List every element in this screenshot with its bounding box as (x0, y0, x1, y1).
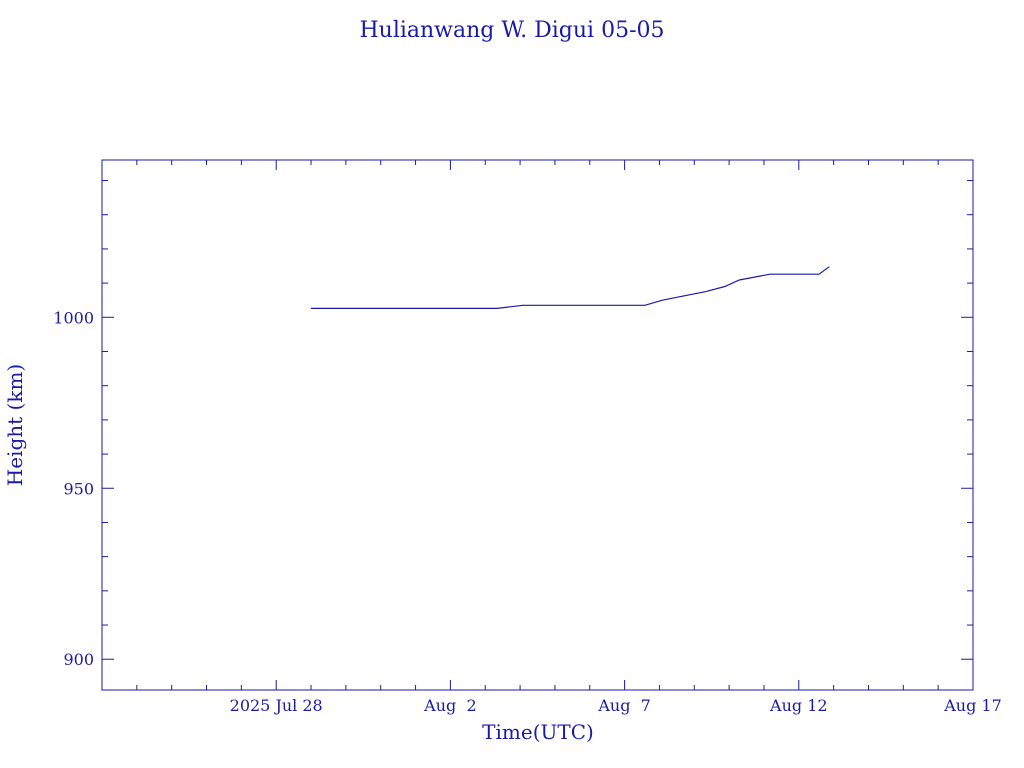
x-axis-label: Time(UTC) (482, 720, 594, 744)
series-layer (311, 266, 830, 309)
y-tick-label: 1000 (53, 308, 94, 327)
y-axis-label: Height (km) (3, 364, 27, 486)
y-tick-label: 950 (63, 479, 94, 498)
ticks: 2025 Jul 28 Aug 2 Aug 7 Aug 12 Aug 17 900 950 1… (53, 160, 1002, 715)
series-line (311, 266, 830, 309)
x-tick-label: 2025 Jul 28 (230, 696, 323, 715)
plot-frame (101, 159, 974, 691)
x-tick-label: Aug 7 (597, 696, 650, 715)
x-tick-label: Aug 17 (943, 696, 1002, 715)
y-tick-label: 900 (63, 650, 94, 669)
x-tick-label: Aug 12 (769, 696, 828, 715)
x-tick-label: Aug 2 (423, 696, 476, 715)
chart-title: Hulianwang W. Digui 05-05 (359, 18, 664, 43)
